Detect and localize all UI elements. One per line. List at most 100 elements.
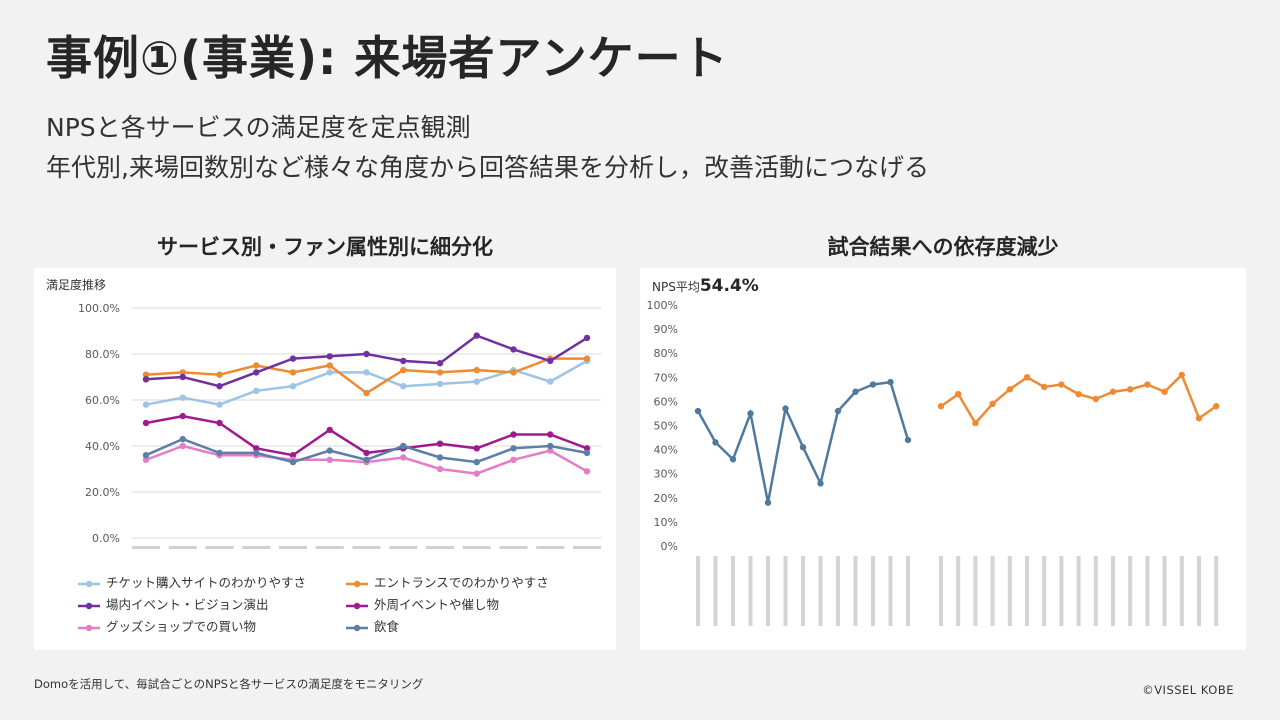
series-line <box>940 372 1217 426</box>
y-tick-label: 50% <box>654 420 678 433</box>
data-point <box>142 456 150 463</box>
y-tick-label: 100.0% <box>78 302 120 315</box>
data-point <box>1178 371 1185 379</box>
data-point <box>510 431 517 438</box>
x-tick-label <box>352 546 381 549</box>
data-point <box>547 431 554 438</box>
data-point <box>253 362 260 369</box>
data-point <box>955 390 962 398</box>
y-tick-label: 70% <box>654 371 678 384</box>
x-tick-label <box>1162 556 1167 626</box>
data-point <box>1144 381 1151 388</box>
series-line <box>145 357 587 395</box>
series-line <box>145 359 588 406</box>
data-point <box>1058 381 1065 388</box>
x-tick-label <box>871 556 875 626</box>
data-point <box>799 443 807 451</box>
x-tick-label <box>1197 556 1201 626</box>
data-point <box>326 362 333 369</box>
data-point <box>510 445 517 452</box>
x-tick-label <box>956 556 961 626</box>
legend-label: チケット購入サイトのわかりやすさ <box>106 575 307 590</box>
legend-label: エントランスでのわかりやすさ <box>374 575 549 590</box>
data-point <box>547 442 554 450</box>
x-tick-label <box>426 546 454 549</box>
data-point <box>179 373 186 381</box>
legend-item: 飲食 <box>346 616 399 635</box>
data-point <box>326 456 333 463</box>
data-point <box>473 458 480 466</box>
y-tick-label: 60% <box>654 395 678 408</box>
x-tick-label <box>801 556 805 626</box>
legend-label: 外周イベントや催し物 <box>374 597 500 612</box>
series-line <box>145 334 588 388</box>
x-tick-label <box>906 556 910 626</box>
x-tick-label <box>168 546 197 549</box>
data-point <box>473 445 480 452</box>
data-point <box>216 419 223 427</box>
data-point <box>289 458 297 466</box>
x-tick-label <box>818 556 823 626</box>
data-point <box>1023 374 1031 381</box>
data-point <box>216 401 223 408</box>
data-point <box>436 465 444 473</box>
data-point <box>583 445 591 452</box>
data-point <box>583 334 591 342</box>
data-point <box>583 355 591 362</box>
data-point <box>817 480 824 487</box>
legend-swatch-icon <box>78 580 100 587</box>
data-point <box>289 383 297 390</box>
data-point <box>400 357 407 365</box>
data-point <box>289 452 297 459</box>
data-point <box>142 376 150 383</box>
y-tick-label: 30% <box>654 468 678 481</box>
data-point <box>179 394 186 401</box>
legend-label: グッズショップでの買い物 <box>106 619 257 634</box>
data-point <box>694 407 702 415</box>
x-tick-label <box>1042 556 1047 626</box>
satisfaction-chart: 0.0% 20.0% 40.0% 60.0% 80.0% 100.0% <box>78 302 601 549</box>
data-point <box>729 456 737 463</box>
legend-label: 場内イベント・ビジョン演出 <box>106 597 269 612</box>
data-point <box>1092 395 1099 403</box>
nps-average: NPS平均54.4% <box>652 276 759 296</box>
data-point <box>326 447 333 454</box>
x-tick-label <box>990 556 995 626</box>
legend-swatch-icon <box>78 624 100 631</box>
x-tick-label <box>1128 556 1133 626</box>
data-point <box>852 388 859 395</box>
x-tick-label <box>389 546 418 549</box>
data-point <box>547 357 554 365</box>
data-point <box>363 449 370 457</box>
legend-label: 飲食 <box>374 619 400 634</box>
y-tick-label: 40.0% <box>85 440 120 453</box>
x-tick-label <box>132 546 160 549</box>
data-point <box>363 369 370 376</box>
y-tick-label: 60.0% <box>85 394 120 407</box>
data-point <box>289 369 297 376</box>
nps-average-value: 54.4% <box>699 276 759 296</box>
data-point <box>904 436 912 444</box>
data-point <box>782 405 789 412</box>
data-point <box>1195 415 1203 422</box>
data-point <box>436 360 444 367</box>
copyright: ©VISSEL KOBE <box>1142 683 1234 697</box>
data-point <box>400 383 407 390</box>
footnote: Domoを活用して、毎試合ごとのNPSと各サービスの満足度をモニタリング <box>34 677 424 691</box>
right-panel-title: 試合結果への依存度減少 <box>827 235 1059 259</box>
data-point <box>363 456 370 463</box>
data-point <box>363 350 370 358</box>
data-point <box>253 449 260 457</box>
data-point <box>937 403 945 410</box>
x-tick-label <box>853 556 858 626</box>
data-point <box>400 366 407 374</box>
data-point <box>253 445 260 452</box>
data-point <box>887 378 894 386</box>
data-point <box>289 355 297 362</box>
data-point <box>1041 383 1048 391</box>
x-tick-label <box>939 556 943 626</box>
legend-swatch-icon <box>346 580 368 587</box>
data-point <box>1006 386 1013 393</box>
data-point <box>473 332 480 339</box>
x-tick-label <box>766 556 770 626</box>
